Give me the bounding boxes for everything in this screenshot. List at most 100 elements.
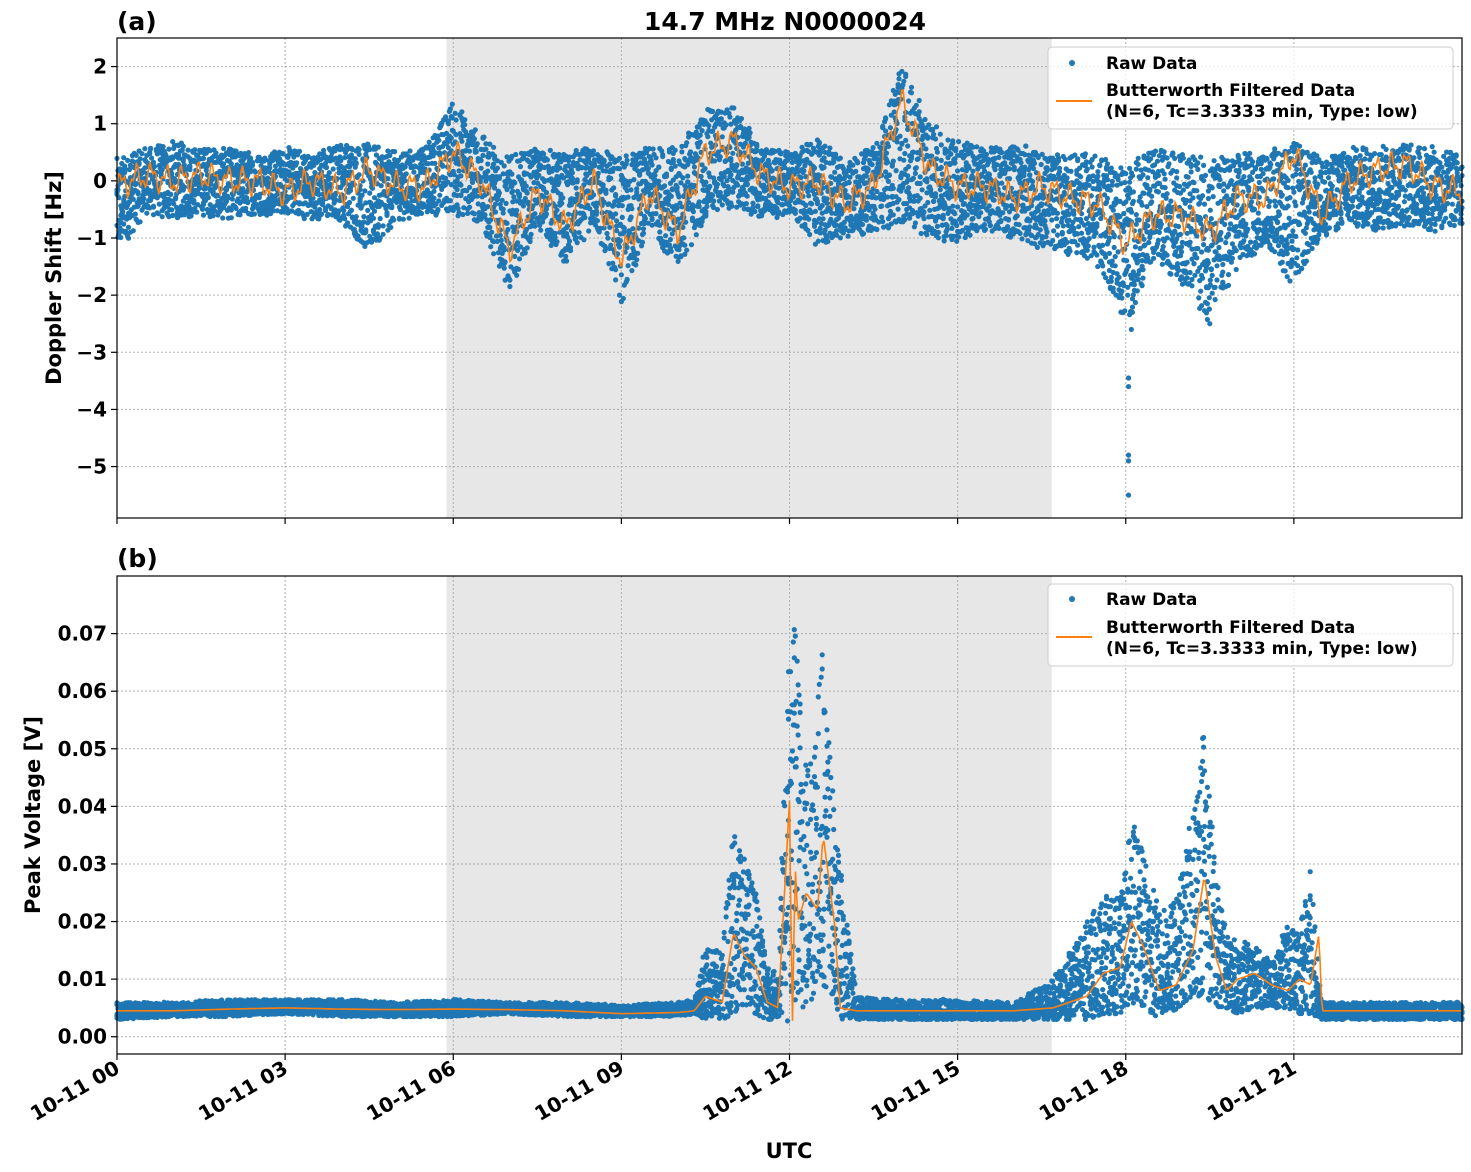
raw-data-point [543,211,550,217]
raw-data-point [743,201,749,207]
raw-data-point [663,233,669,239]
raw-data-point [567,245,574,251]
raw-data-point [672,147,678,153]
raw-data-point [516,266,522,272]
raw-data-point [855,159,861,165]
raw-data-point [679,204,685,210]
raw-data-point [853,168,859,174]
raw-data-point [913,165,919,171]
raw-data-point [356,147,362,153]
raw-data-point [1023,143,1029,149]
raw-data-point [448,135,454,141]
raw-data-point [916,97,922,104]
raw-data-point [631,177,637,183]
raw-data-point [935,235,942,241]
raw-data-point [132,211,138,217]
raw-data-point [625,194,631,200]
raw-data-point [391,217,397,223]
raw-data-point [978,210,984,216]
raw-data-point [180,143,186,149]
raw-data-point [998,217,1004,224]
raw-data-point [618,272,625,278]
raw-data-point [118,234,124,241]
raw-data-point [869,162,875,168]
raw-data-point [590,192,597,198]
raw-data-point [516,191,523,197]
raw-data-point [557,165,563,171]
raw-data-point [221,145,227,152]
raw-data-point [927,207,933,213]
raw-data-point [267,165,273,171]
raw-data-point [317,206,323,213]
raw-data-point [613,267,619,273]
raw-data-point [380,231,386,237]
raw-data-point [628,214,634,220]
raw-data-point [147,151,153,157]
raw-data-point [247,169,254,175]
raw-data-point [524,190,530,196]
raw-data-point [137,219,143,225]
raw-data-point [554,207,560,213]
raw-data-point [1018,160,1024,166]
raw-data-point [223,187,230,193]
raw-data-point [703,179,709,185]
raw-data-point [516,256,523,262]
raw-data-point [950,203,956,209]
raw-data-point [371,208,378,214]
raw-data-point [205,195,211,201]
raw-data-point [837,235,844,241]
raw-data-point [347,187,354,194]
raw-data-point [955,168,961,174]
raw-data-point [1039,201,1045,207]
raw-data-point [418,210,425,216]
raw-data-point [440,162,446,169]
raw-data-point [629,268,635,274]
raw-data-point [510,188,516,194]
raw-data-point [899,141,905,147]
raw-data-point [517,164,524,170]
raw-data-point [744,193,750,199]
raw-data-point [593,208,600,214]
raw-data-point [170,154,176,160]
raw-data-point [482,212,488,218]
raw-data-point [657,229,663,235]
raw-data-point [921,209,927,215]
raw-data-point [228,207,234,213]
raw-data-point [817,225,823,231]
raw-data-point [883,128,889,134]
raw-data-point [257,191,263,197]
raw-data-point [863,173,870,179]
raw-data-point [637,172,643,178]
raw-data-point [431,188,437,194]
raw-data-point [931,131,937,137]
raw-data-point [672,163,678,169]
raw-data-point [933,124,940,130]
raw-data-point [874,226,880,233]
raw-data-point [265,175,271,181]
raw-data-point [983,151,990,157]
raw-data-point [958,220,965,226]
raw-data-point [797,215,803,221]
raw-data-point [628,187,634,193]
raw-data-point [660,153,666,160]
raw-data-point [458,173,464,179]
raw-data-point [746,125,752,131]
raw-data-point [699,128,705,134]
raw-data-point [698,173,704,180]
raw-data-point [735,182,741,188]
raw-data-point [955,204,961,210]
raw-data-point [670,156,676,163]
raw-data-point [945,137,951,143]
raw-data-point [149,155,155,161]
raw-data-point [728,172,734,178]
raw-data-point [480,152,486,158]
raw-data-point [627,230,633,237]
raw-data-point [954,222,960,229]
raw-data-point [1006,166,1013,172]
raw-data-point [522,250,528,256]
raw-data-point [509,171,515,177]
raw-data-point [514,207,520,213]
raw-data-point [666,226,673,232]
raw-data-point [1068,168,1074,174]
raw-data-point [611,185,617,191]
